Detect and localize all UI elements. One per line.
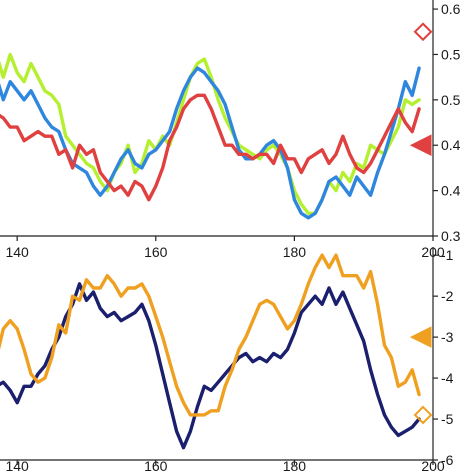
x-tick-label: 160: [144, 458, 168, 474]
y-tick-label: -3: [441, 329, 454, 345]
series-line-1: [0, 253, 421, 417]
x-tick-label: 160: [144, 244, 168, 260]
y-tick-label: 0.3: [441, 228, 461, 244]
axis-triangle-marker: [409, 134, 432, 157]
series-line-0: [0, 52, 421, 216]
y-tick-label: 0.5: [441, 46, 461, 62]
bottom-panel: 140 160 180 200 -1 -2 -3 -4 -5 -6: [0, 247, 454, 474]
series-line-2: [0, 93, 421, 202]
axis-diamond-marker: [413, 405, 433, 425]
series-line-0: [0, 282, 421, 450]
y-tick-label: -1: [441, 247, 454, 263]
y-tick-label: -5: [441, 411, 454, 427]
x-tick-label: 140: [5, 244, 29, 260]
y-tick-label: -6: [441, 452, 454, 468]
axis-diamond-marker: [413, 22, 433, 42]
series-line-1: [0, 66, 421, 220]
y-tick-label: 0.4: [441, 183, 461, 199]
x-tick-label: 180: [283, 244, 307, 260]
x-tick-label: 180: [283, 458, 307, 474]
x-tick-label: 140: [5, 458, 29, 474]
y-tick-label: -4: [441, 370, 454, 386]
y-tick-label: 0.4: [441, 137, 461, 153]
y-tick-label: 0.5: [441, 92, 461, 108]
axis-triangle-marker: [409, 326, 432, 348]
y-tick-label: 0.6: [441, 1, 461, 17]
x-tick-label: 200: [421, 458, 445, 474]
y-tick-label: -2: [441, 288, 454, 304]
